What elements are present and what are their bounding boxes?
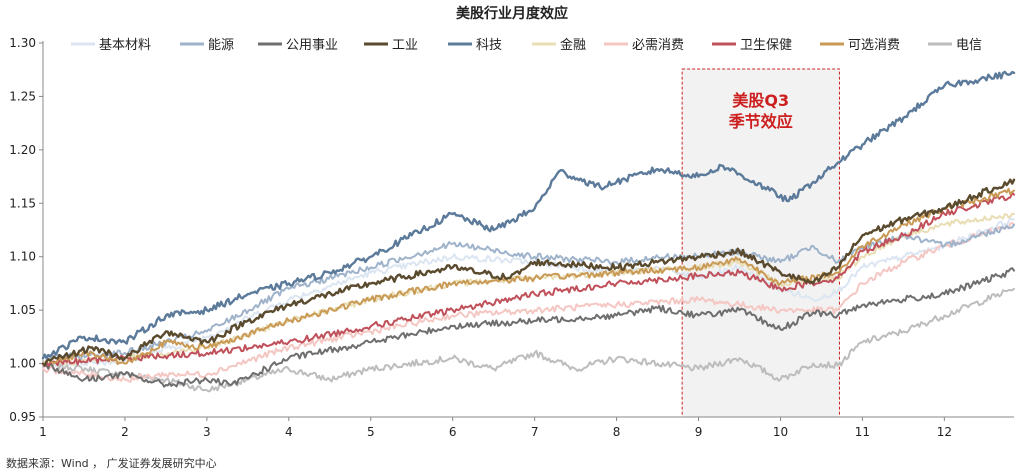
x-tick-label: 12 (937, 425, 952, 439)
x-tick-label: 2 (121, 425, 129, 439)
y-tick-label: 1.30 (9, 36, 36, 50)
x-tick-label: 3 (203, 425, 211, 439)
y-tick-label: 1.10 (9, 250, 36, 264)
series-line-3 (41, 178, 1016, 367)
series-line-0 (42, 216, 1015, 368)
legend-label: 金融 (560, 37, 586, 53)
x-tick-label: 5 (367, 425, 375, 439)
x-tick-label: 1 (39, 425, 47, 439)
x-tick-label: 8 (613, 425, 621, 439)
legend-label: 卫生保健 (740, 38, 792, 53)
legend-label: 电信 (956, 38, 982, 53)
series-line-4 (41, 70, 1016, 360)
legend-label: 必需消费 (632, 38, 684, 53)
legend-label: 公用事业 (286, 38, 338, 53)
series-line-6 (42, 221, 1015, 383)
x-tick-label: 11 (855, 425, 870, 439)
legend-label: 能源 (208, 38, 234, 53)
x-tick-label: 10 (773, 425, 788, 439)
y-tick-label: 1.25 (9, 89, 36, 103)
x-tick-label: 6 (449, 425, 457, 439)
y-tick-label: 1.20 (9, 143, 36, 157)
x-tick-label: 7 (531, 425, 539, 439)
series-line-7 (42, 191, 1015, 368)
series-line-9 (42, 287, 1015, 393)
highlight-label-line1: 美股Q3 (732, 91, 789, 110)
x-tick-label: 9 (695, 425, 703, 439)
legend-label: 可选消费 (848, 38, 900, 53)
series-line-1 (42, 223, 1015, 361)
legend-label: 工业 (392, 38, 418, 53)
y-tick-label: 1.15 (9, 196, 36, 210)
x-tick-label: 4 (285, 425, 293, 439)
series-line-2 (42, 267, 1015, 388)
highlight-label-line2: 季节效应 (728, 112, 793, 131)
chart-title: 美股行业月度效应 (456, 5, 568, 22)
series-line-8 (42, 187, 1015, 367)
legend-label: 基本材料 (99, 38, 151, 53)
source-note: 数据来源：Wind ， 广发证券发展研究中心 (6, 457, 217, 470)
y-tick-label: 0.95 (9, 410, 36, 424)
highlight-region (681, 68, 840, 418)
y-tick-label: 1.00 (9, 357, 36, 371)
legend-label: 科技 (476, 38, 502, 53)
series-line-5 (42, 212, 1015, 367)
y-tick-label: 1.05 (9, 303, 36, 317)
